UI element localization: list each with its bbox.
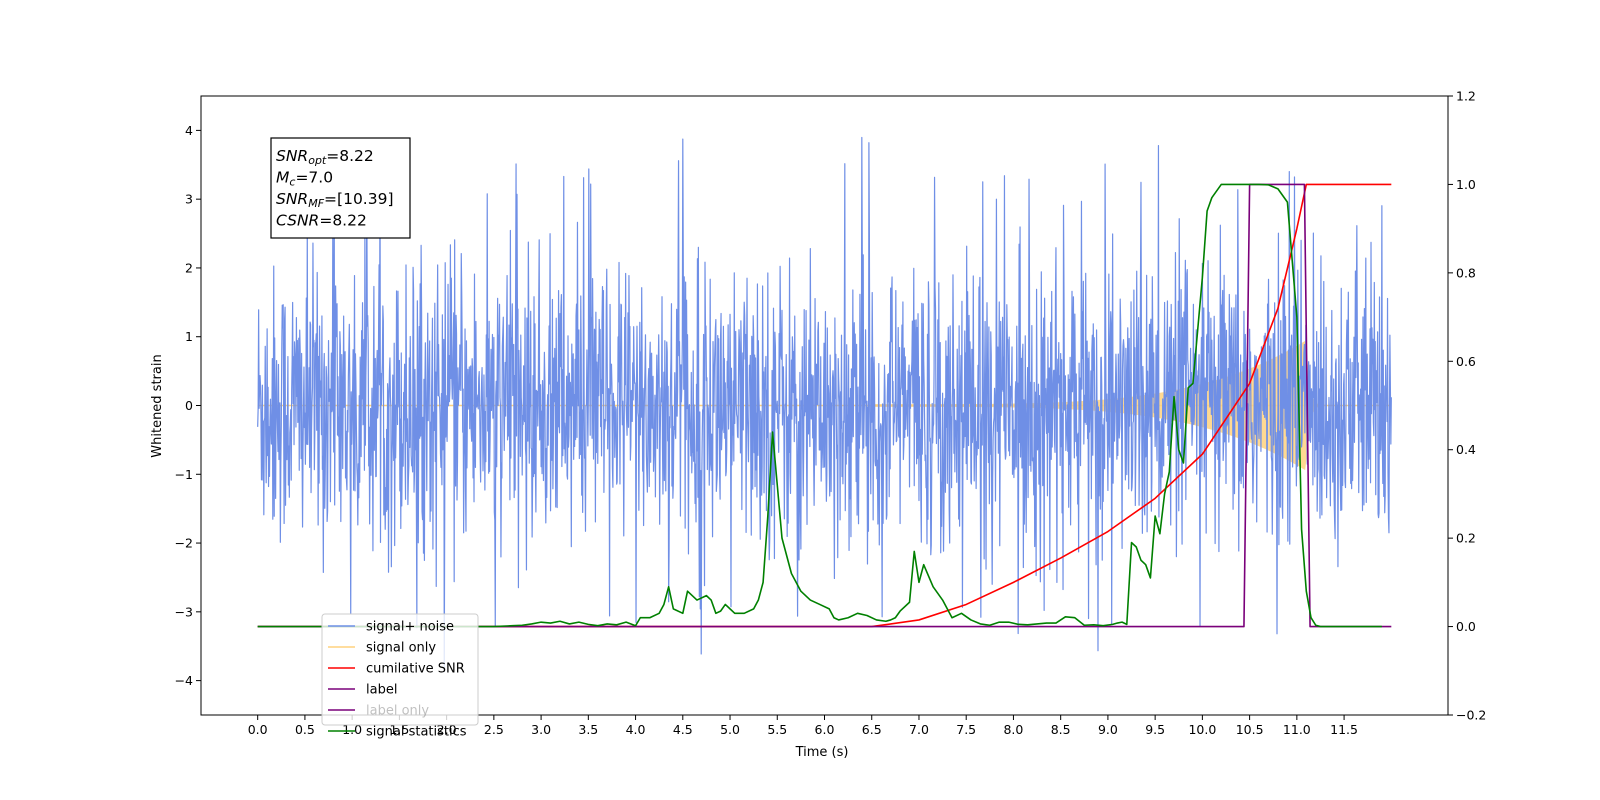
x-tick-label: 11.5 [1330,722,1358,737]
series-lines [257,136,1392,673]
x-tick-label: 3.0 [531,722,551,737]
x-tick-label: 2.0 [437,722,457,737]
y-left-tick-label: −1 [175,467,193,482]
y-left-tick-label: 2 [185,260,193,275]
legend-frame [321,613,479,726]
x-tick-label: 9.5 [1145,722,1165,737]
annotation-value: =8.22 [326,147,374,165]
x-tick-label: 6.0 [815,722,835,737]
x-tick-label: 8.0 [1003,722,1023,737]
y-right-tick-label: 0.2 [1456,531,1476,546]
legend-entry-label: label [328,683,397,698]
y-left-tick-label: −4 [175,673,193,688]
x-tick-label: 5.5 [767,722,787,737]
x-tick-label: 10.5 [1236,722,1264,737]
annotation-subscript: opt [308,154,327,167]
x-tick-label: 8.5 [1051,722,1071,737]
series-signal-statistics [257,183,1382,628]
y-right-tick-label: −0.2 [1456,708,1486,723]
y-right-tick-label: 1.0 [1456,177,1476,192]
annotation-value: =7.0 [295,169,333,187]
x-tick-label: 1.5 [389,722,409,737]
series-signal-noise [257,136,1392,673]
y-axis-right-ticks: 1.2 1.0 0.8 0.6 0.4 0.2 0.0 −0.2 [1448,89,1486,723]
legend-label: label [366,683,397,698]
annotation-symbol: SNR [276,147,308,165]
x-tick-label: 11.0 [1283,722,1311,737]
annotation-line: SNRopt=8.22 [276,147,374,167]
annotation-symbol: CSNR [276,212,319,230]
x-tick-label: 4.5 [673,722,693,737]
y-left-tick-label: 0 [185,398,193,413]
legend-label: signal statistics [366,725,467,740]
x-tick-label: 2.5 [484,722,504,737]
annotation-line: SNRMF=[10.39] [276,190,394,210]
y-right-tick-label: 0.8 [1456,265,1476,280]
x-tick-label: 4.0 [626,722,646,737]
y-left-tick-label: −3 [175,604,193,619]
y-right-tick-label: 0.0 [1456,619,1476,634]
annotation-symbol: M [276,169,289,187]
y-right-tick-label: 0.6 [1456,354,1476,369]
x-tick-label: 10.0 [1188,722,1216,737]
annotation-line: Mc=7.0 [276,169,333,189]
legend-label: signal only [366,641,436,656]
y-left-tick-label: 3 [185,192,193,207]
x-tick-label: 3.5 [578,722,598,737]
annotation-line: CSNR=8.22 [276,212,367,230]
x-axis-title: Time (s) [795,745,849,760]
legend-entry-signal-statistics: signal statistics [328,725,467,740]
annotation-symbol: SNR [276,190,308,208]
y-left-tick-label: −2 [175,536,193,551]
series-cumilative-snr [257,183,1392,628]
y-left-tick-label: 1 [185,329,193,344]
y-right-tick-label: 1.2 [1456,89,1476,104]
x-tick-label: 5.0 [720,722,740,737]
y-axis-left-ticks: 4 3 2 1 0 −1 −2 −3 −4 [175,123,201,688]
y-axis-title: Whitened strain [150,354,165,457]
x-axis-ticks: 0.0 0.5 1.0 1.5 2.0 2.5 3.0 3.5 4.0 4.5 5.0 5.5 6.0 6… [248,715,1358,737]
legend-label: signal+ noise [366,620,454,635]
x-tick-label: 7.0 [909,722,929,737]
y-right-tick-label: 0.4 [1456,442,1476,457]
legend-entry-signal-only: signal only [328,641,436,656]
legend-label: cumilative SNR [366,662,465,677]
x-tick-label: 6.5 [862,722,882,737]
y-left-tick-label: 4 [185,123,193,138]
x-tick-label: 9.0 [1098,722,1118,737]
annotation-subscript: c [289,176,295,189]
legend-entry-signal-noise: signal+ noise [328,620,454,635]
legend-label: label only [366,704,429,719]
annotation-value: =8.22 [319,212,367,230]
x-tick-label: 1.0 [342,722,362,737]
legend: signal+ noise signal only cumilative SNR la… [321,613,479,740]
annotation-frame [270,137,411,239]
legend-entry-cumilative-snr: cumilative SNR [328,662,465,677]
x-tick-label: 0.5 [295,722,315,737]
x-tick-label: 0.0 [248,722,268,737]
x-tick-label: 7.5 [956,722,976,737]
annotation-subscript: MF [308,197,324,210]
annotation-value: =[10.39] [324,190,393,208]
legend-entry-label-only: label only [328,704,429,719]
